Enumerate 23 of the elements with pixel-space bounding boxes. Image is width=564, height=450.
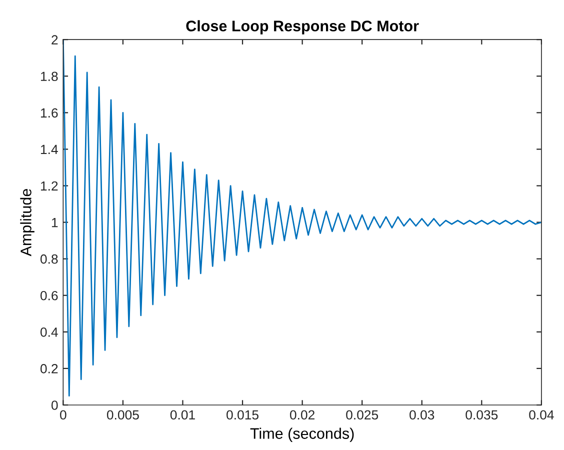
x-tick-label: 0.04 [529, 410, 554, 420]
y-tick-label: 0.8 [40, 254, 58, 264]
x-tick-label: 0.02 [290, 410, 314, 420]
chart-title: Close Loop Response DC Motor [186, 20, 419, 34]
x-tick-label: 0.03 [410, 410, 434, 420]
y-tick-label: 0 [51, 400, 58, 410]
y-tick-label: 0.4 [40, 327, 58, 337]
y-tick-label: 2 [52, 35, 58, 44]
x-tick-label: 0.035 [466, 410, 498, 420]
x-tick-label: 0.005 [106, 410, 139, 420]
x-tick-label: 0.01 [170, 410, 195, 420]
y-tick-label: 0.6 [40, 290, 58, 300]
x-tick-label: 0 [60, 410, 66, 420]
y-tick-label: 1.4 [40, 144, 58, 154]
y-tick-label: 1 [52, 218, 58, 228]
y-tick-label: 0.2 [40, 364, 58, 374]
y-tick-label: 1.8 [40, 72, 58, 82]
y-axis-title: Amplitude [20, 189, 34, 256]
x-tick-label: 0.015 [226, 410, 258, 420]
x-tick-label: 0.025 [346, 410, 378, 420]
x-axis-title: Time (seconds) [250, 428, 354, 442]
y-tick-label: 1.6 [40, 108, 58, 118]
y-tick-label: 1.2 [40, 181, 58, 191]
